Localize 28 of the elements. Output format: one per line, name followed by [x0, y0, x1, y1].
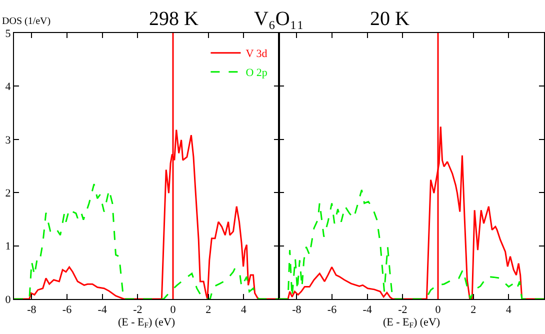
x-axis-title: (E - E$_{F}$) (eV)	[382, 316, 440, 330]
x-tick-label: 2	[206, 304, 212, 316]
y-tick-label: 3	[5, 134, 12, 146]
y-tick-label: 4	[5, 81, 12, 94]
x-tick-label: -6	[327, 304, 338, 316]
x-tick-label: 4	[506, 304, 512, 316]
x-tick-label: -8	[27, 304, 37, 316]
legend-label: O 2p	[246, 67, 268, 80]
y-tick-label: 5	[5, 28, 12, 40]
y-tick-label: 2	[5, 187, 11, 200]
y-tick-label: 1	[5, 240, 11, 253]
chart-title: 298 K	[149, 8, 199, 30]
y-tick-label: 0	[5, 294, 12, 306]
x-tick-label: -2	[398, 304, 408, 316]
x-axis-title: (E - E$_{F}$) (eV)	[118, 316, 176, 330]
y-axis-title: DOS (1/eV)	[2, 16, 51, 27]
x-tick-label: -2	[133, 304, 142, 316]
x-tick-label: 2	[470, 304, 476, 316]
chart-title: 20 K	[370, 8, 410, 30]
x-tick-label: 4	[240, 304, 247, 316]
legend-label: V 3d	[246, 48, 268, 60]
x-tick-label: 0	[435, 304, 442, 316]
x-tick-label: -8	[292, 304, 302, 316]
x-tick-label: -4	[98, 304, 108, 316]
x-tick-label: -6	[62, 304, 72, 316]
x-tick-label: 0	[170, 304, 176, 316]
text: V₆O₁₁	[254, 8, 304, 30]
x-tick-label: -4	[362, 304, 372, 316]
